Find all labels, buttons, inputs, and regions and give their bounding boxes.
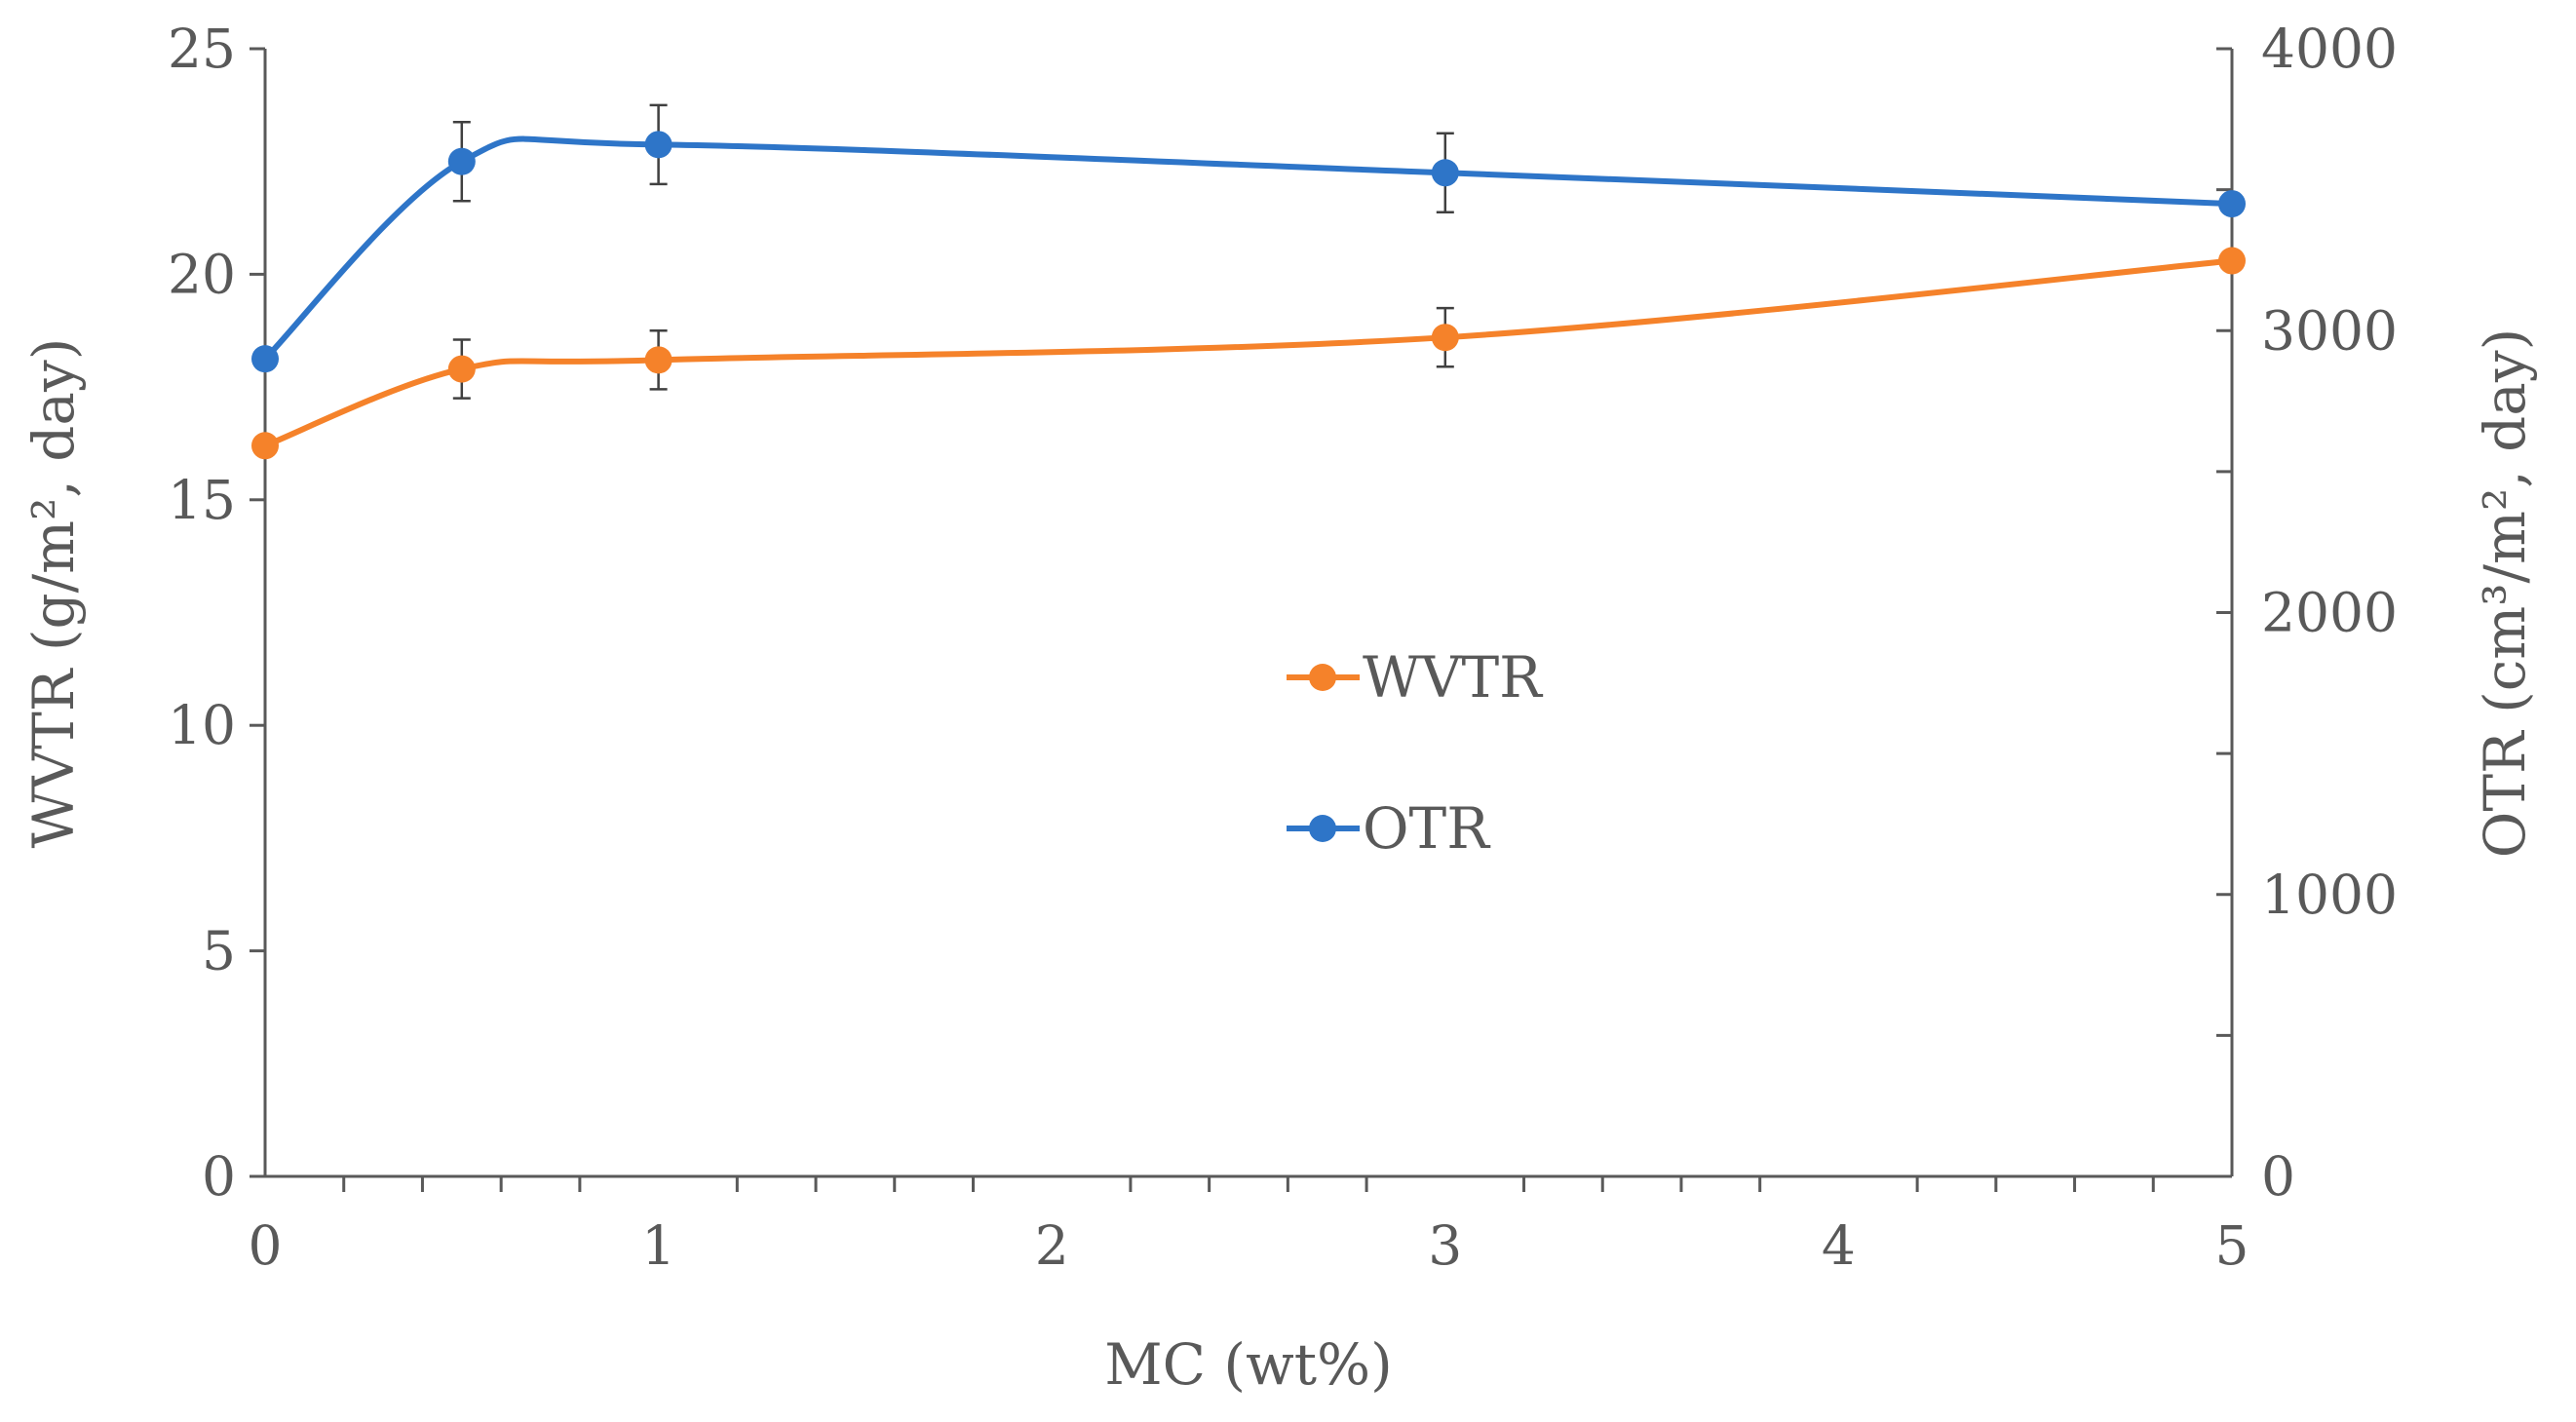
y-right-tick-label: 4000 [2261,18,2398,80]
y-right-tick-label: 1000 [2261,864,2398,926]
wvtr-point [251,432,279,460]
otr-point [447,147,476,175]
y-left-tick-label: 10 [168,694,236,756]
x-tick-label: 5 [2215,1214,2249,1277]
legend-otr-label: OTR [1363,795,1491,862]
y-right-axis-title: OTR (cm³/m², day) [2472,328,2538,858]
wvtr-point [2218,247,2246,275]
y-left-tick-label: 25 [168,18,236,80]
y-right-tick-label: 0 [2261,1145,2295,1208]
legend-otr-marker [1309,815,1336,842]
wvtr-point [1431,324,1459,352]
otr-point [251,345,279,373]
x-tick-label: 2 [1035,1214,1069,1277]
x-tick-label: 1 [641,1214,675,1277]
legend-wvtr-marker [1309,664,1336,691]
otr-line [262,135,2235,363]
y-right-tick-label: 3000 [2261,299,2398,362]
legend-wvtr-label: WVTR [1363,644,1544,711]
wvtr-line [262,257,2235,449]
otr-point [1431,159,1459,187]
otr-point [2218,190,2246,218]
y-right-tick-label: 2000 [2261,582,2398,644]
y-left-tick-label: 20 [168,243,236,305]
y-left-tick-label: 0 [202,1145,236,1208]
x-tick-label: 4 [1822,1214,1856,1277]
x-axis-title: MC (wt%) [1104,1331,1393,1398]
y-left-tick-label: 15 [168,469,236,531]
wvtr-point [447,355,476,383]
otr-point [644,131,673,159]
x-tick-label: 0 [249,1214,283,1277]
series-layer [251,103,2246,460]
y-left-tick-label: 5 [202,920,236,982]
legend: WVTR OTR [1287,644,1544,862]
y-left-axis-title: WVTR (g/m², day) [20,338,87,849]
wvtr-point [644,346,673,374]
x-tick-label: 3 [1428,1214,1462,1277]
